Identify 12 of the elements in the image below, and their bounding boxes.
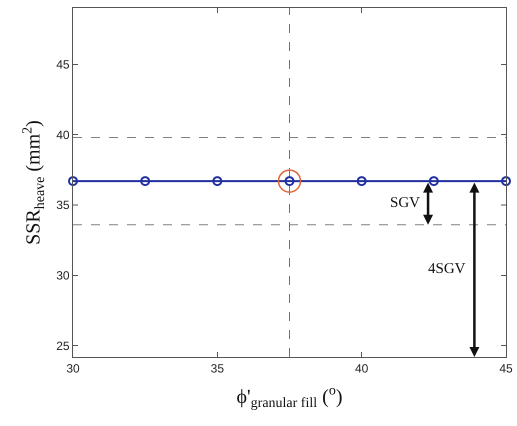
annotation: SGV xyxy=(390,195,420,211)
annotation: 4SGV xyxy=(428,261,466,277)
y-tick-label: 45 xyxy=(56,57,70,72)
x-tick-label: 40 xyxy=(354,361,369,376)
x-axis-title: ϕ'$_{granular fill}$ ($^{o}$) xyxy=(236,384,342,412)
y-tick-label: 25 xyxy=(56,338,70,353)
x-tick-label: 45 xyxy=(499,361,513,376)
y-tick-label: 35 xyxy=(56,198,70,212)
y-tick-label: 30 xyxy=(56,268,70,283)
y-tick-label: 40 xyxy=(56,128,70,142)
x-tick-label: 35 xyxy=(210,361,224,376)
x-tick-label: 30 xyxy=(66,361,80,376)
